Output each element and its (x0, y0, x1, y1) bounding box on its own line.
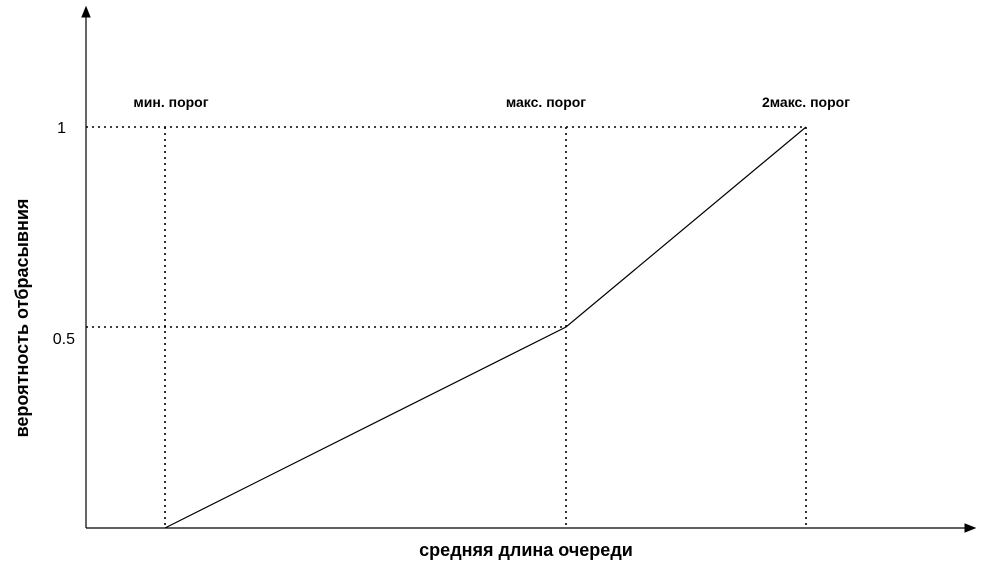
y-axis-arrow-icon (81, 5, 91, 18)
y-tick-label-half: 0.5 (53, 331, 75, 348)
double-max-threshold-label: 2макс. порог (762, 94, 850, 110)
y-tick-label-one: 1 (57, 120, 66, 137)
x-axis-title: средняя длина очереди (419, 540, 633, 560)
max-threshold-label: макс. порог (506, 94, 586, 110)
y-axis (81, 5, 91, 528)
x-axis-arrow-icon (964, 523, 977, 533)
x-axis (86, 523, 977, 533)
guide-lines (86, 126, 807, 528)
drop-probability-curve (164, 126, 807, 529)
min-threshold-label: мин. порог (133, 94, 208, 110)
y-axis-title: вероятность отбрасывния (12, 199, 32, 438)
